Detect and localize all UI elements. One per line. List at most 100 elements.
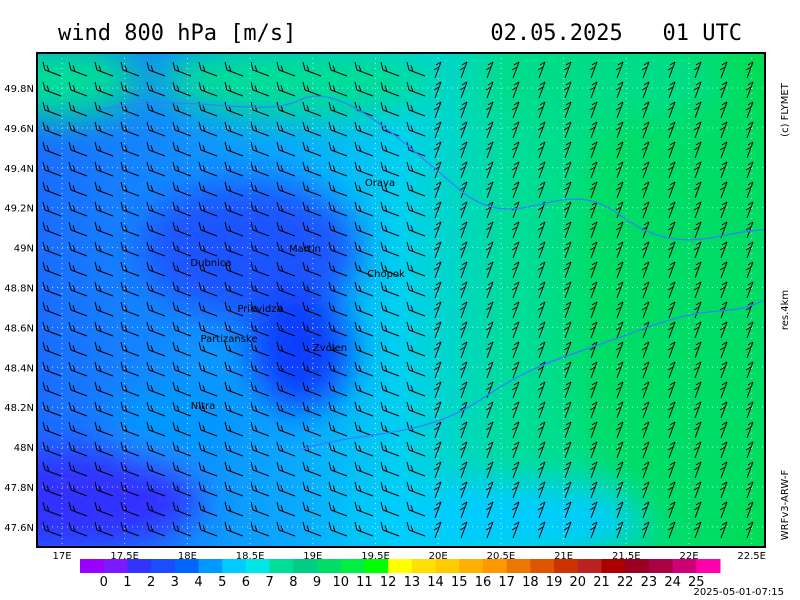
wind-barb <box>328 361 348 377</box>
wind-barb <box>198 481 218 497</box>
wind-barb <box>485 121 494 139</box>
wind-barb <box>198 101 218 117</box>
wind-barb <box>250 461 270 477</box>
wind-barb <box>641 161 650 179</box>
wind-barb <box>693 501 702 519</box>
wind-barb <box>354 321 374 337</box>
wind-barb <box>302 281 322 297</box>
wind-barb <box>68 81 88 97</box>
wind-barb <box>224 181 244 197</box>
wind-barb <box>537 241 546 259</box>
wind-barb <box>589 141 598 159</box>
wind-barb <box>198 281 218 297</box>
wind-barb <box>120 201 140 217</box>
wind-barb <box>354 481 374 497</box>
wind-barb <box>589 441 598 459</box>
wind-barb <box>641 481 650 499</box>
wind-barb <box>433 241 442 259</box>
colorbar-label: 15 <box>451 575 468 590</box>
wind-barb <box>94 161 114 177</box>
wind-barb <box>537 401 546 419</box>
colorbar-label: 21 <box>593 575 610 590</box>
wind-barb <box>615 421 624 439</box>
wind-barb <box>146 361 166 377</box>
wind-barb <box>146 81 166 97</box>
wind-barb <box>302 141 322 157</box>
colorbar-swatch <box>174 559 200 573</box>
wind-barb <box>328 261 348 277</box>
wind-barb <box>615 461 624 479</box>
wind-barb <box>641 81 650 99</box>
wind-barb <box>667 261 676 279</box>
wind-barb <box>224 461 244 477</box>
wind-barb <box>68 521 88 537</box>
wind-barb <box>537 321 546 339</box>
wind-barb <box>641 441 650 459</box>
wind-barb <box>745 441 754 459</box>
wind-barb <box>641 501 650 519</box>
wind-barb <box>615 481 624 499</box>
wind-barb <box>120 141 140 157</box>
wind-barb <box>224 501 244 517</box>
colorbar-swatch <box>435 559 460 573</box>
wind-barb <box>641 241 650 259</box>
wind-barb <box>94 241 114 257</box>
lat-tick-label: 49.2N <box>4 204 34 215</box>
wind-barb <box>172 81 192 97</box>
wind-barb <box>302 201 322 217</box>
wind-barb <box>380 361 400 377</box>
wind-barb <box>615 181 624 199</box>
wind-barb <box>146 401 166 417</box>
wind-barb <box>485 501 494 519</box>
wind-barb <box>172 161 192 177</box>
wind-barb <box>172 381 192 397</box>
wind-barb <box>641 141 650 159</box>
wind-barb <box>68 501 88 517</box>
wind-barb <box>563 261 572 279</box>
wind-barb <box>589 481 598 499</box>
wind-barb <box>563 301 572 319</box>
wind-barb <box>667 61 676 79</box>
wind-barb <box>563 321 572 339</box>
wind-barb <box>693 401 702 419</box>
wind-barb <box>94 261 114 277</box>
wind-barb <box>354 201 374 217</box>
lon-tick-label: 19.5E <box>361 551 390 562</box>
wind-barb <box>693 441 702 459</box>
colorbar-label: 23 <box>641 575 658 590</box>
wind-barb <box>537 281 546 299</box>
wind-barb <box>511 481 520 499</box>
wind-barb <box>563 221 572 239</box>
wind-barb <box>485 401 494 419</box>
colorbar-label: 25 <box>688 575 705 590</box>
wind-barb <box>693 81 702 99</box>
wind-barb <box>563 241 572 259</box>
wind-barb <box>693 181 702 199</box>
wind-barb <box>641 61 650 79</box>
wind-barb <box>120 81 140 97</box>
wind-barb <box>693 281 702 299</box>
wind-barb <box>302 241 322 257</box>
wind-barb <box>406 341 426 357</box>
wind-barb <box>302 121 322 137</box>
wind-barb <box>172 421 192 437</box>
wind-barb <box>406 281 426 297</box>
wind-barb <box>250 101 270 117</box>
wind-barb <box>667 401 676 419</box>
wind-barb <box>485 301 494 319</box>
wind-barb <box>198 161 218 177</box>
colorbar-swatch <box>80 559 105 573</box>
colorbar-swatch <box>198 559 223 573</box>
wind-barb <box>198 361 218 377</box>
wind-barb <box>224 201 244 217</box>
wind-barb <box>511 121 520 139</box>
wind-barb <box>94 361 114 377</box>
wind-barb <box>198 121 218 137</box>
wind-barb <box>615 321 624 339</box>
wind-barb <box>250 241 270 257</box>
wind-barb <box>224 261 244 277</box>
wind-barb <box>250 341 270 357</box>
colorbar-swatch <box>672 559 697 573</box>
colorbar-swatch <box>151 559 176 573</box>
wind-barb <box>719 241 728 259</box>
